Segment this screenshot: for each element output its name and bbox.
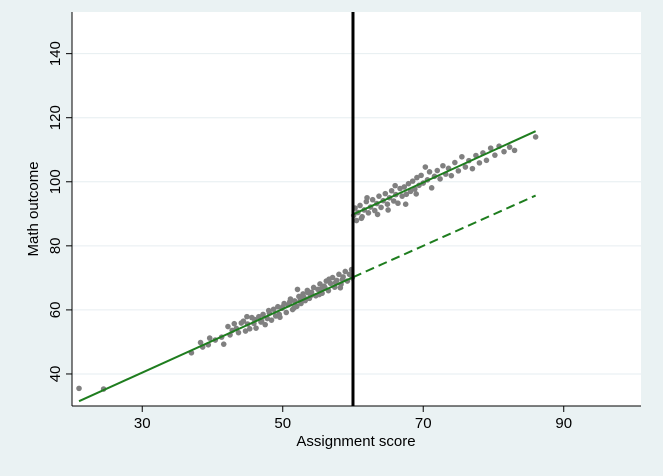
data-point [462, 164, 469, 170]
data-point [501, 148, 507, 155]
data-point [388, 187, 395, 194]
data-point [336, 271, 342, 278]
data-point [492, 152, 498, 158]
x-tick-label: 70 [415, 415, 432, 432]
data-point [305, 289, 311, 296]
data-point [506, 144, 513, 150]
data-point [242, 328, 249, 334]
data-point [244, 313, 250, 320]
data-point [225, 323, 231, 330]
fit-line [352, 130, 537, 216]
data-point [253, 325, 259, 331]
data-point [291, 305, 297, 311]
x-axis-ticks: 30 50 70 90 [134, 406, 572, 432]
data-point [286, 299, 293, 305]
data-point [376, 193, 382, 199]
data-point [397, 185, 403, 192]
fit-lines [78, 130, 537, 403]
data-point [403, 191, 410, 198]
data-point [440, 162, 446, 169]
data-point [276, 311, 283, 318]
data-point [382, 190, 389, 197]
data-point [455, 168, 462, 174]
data-point [256, 313, 262, 320]
data-point [268, 317, 275, 323]
data-point [374, 211, 381, 218]
data-point [426, 169, 433, 175]
data-point [265, 307, 272, 314]
data-point [283, 309, 290, 316]
y-tick-label: 140 [47, 41, 64, 66]
y-tick-label: 100 [47, 169, 64, 194]
data-point [385, 207, 391, 213]
data-point [487, 145, 494, 151]
y-tick-label: 40 [47, 366, 64, 383]
data-point [326, 276, 332, 282]
x-tick-label: 50 [274, 415, 291, 432]
data-point [357, 202, 363, 209]
data-point [434, 167, 441, 174]
data-point [511, 147, 518, 154]
data-point [384, 201, 391, 207]
counterfactual-fit-line [352, 194, 537, 279]
data-point [395, 200, 401, 207]
y-tick-label: 80 [47, 237, 64, 254]
data-point [76, 385, 82, 392]
data-point [262, 321, 268, 328]
data-point [422, 164, 429, 170]
data-point [246, 326, 253, 332]
y-axis-ticks: 40 60 80 100 120 140 [47, 41, 72, 382]
data-point [260, 311, 266, 318]
data-point [407, 188, 414, 195]
data-point [459, 153, 465, 160]
data-point [342, 268, 349, 275]
data-point [399, 193, 405, 199]
data-point [378, 204, 384, 211]
fit-line [78, 276, 354, 403]
data-point [275, 303, 281, 310]
y-tick-label: 120 [47, 105, 64, 130]
data-point [371, 207, 378, 214]
data-point [532, 134, 539, 140]
data-point [418, 172, 424, 179]
data-point [270, 306, 277, 313]
data-point [437, 176, 443, 182]
data-point [448, 172, 455, 179]
data-point [235, 329, 242, 336]
data-point [220, 341, 227, 347]
data-point [476, 160, 483, 166]
data-point [413, 191, 420, 197]
data-point [358, 215, 365, 222]
x-tick-label: 30 [134, 415, 151, 432]
data-point [197, 339, 204, 346]
data-point [409, 178, 416, 184]
data-point [483, 157, 490, 164]
data-point [310, 284, 317, 291]
data-point [369, 196, 376, 203]
data-point [294, 286, 301, 293]
gridlines [72, 53, 641, 375]
data-point [353, 217, 360, 224]
y-tick-label: 60 [47, 302, 64, 319]
data-point [337, 285, 344, 291]
data-point [390, 198, 397, 204]
data-point [452, 159, 458, 166]
data-point [317, 281, 323, 287]
data-point [364, 194, 370, 201]
x-axis-label: Assignment score [296, 433, 415, 450]
y-axis-label: Math outcome [25, 161, 42, 256]
data-point [365, 210, 372, 216]
data-point [392, 182, 398, 189]
x-tick-label: 90 [555, 415, 572, 432]
data-point [469, 165, 476, 172]
data-point [428, 185, 435, 191]
data-point [231, 320, 238, 327]
data-point [405, 180, 412, 187]
data-point [206, 335, 213, 341]
data-point [414, 174, 420, 181]
data-point [402, 201, 409, 207]
data-point [240, 318, 247, 324]
data-point [401, 184, 408, 190]
